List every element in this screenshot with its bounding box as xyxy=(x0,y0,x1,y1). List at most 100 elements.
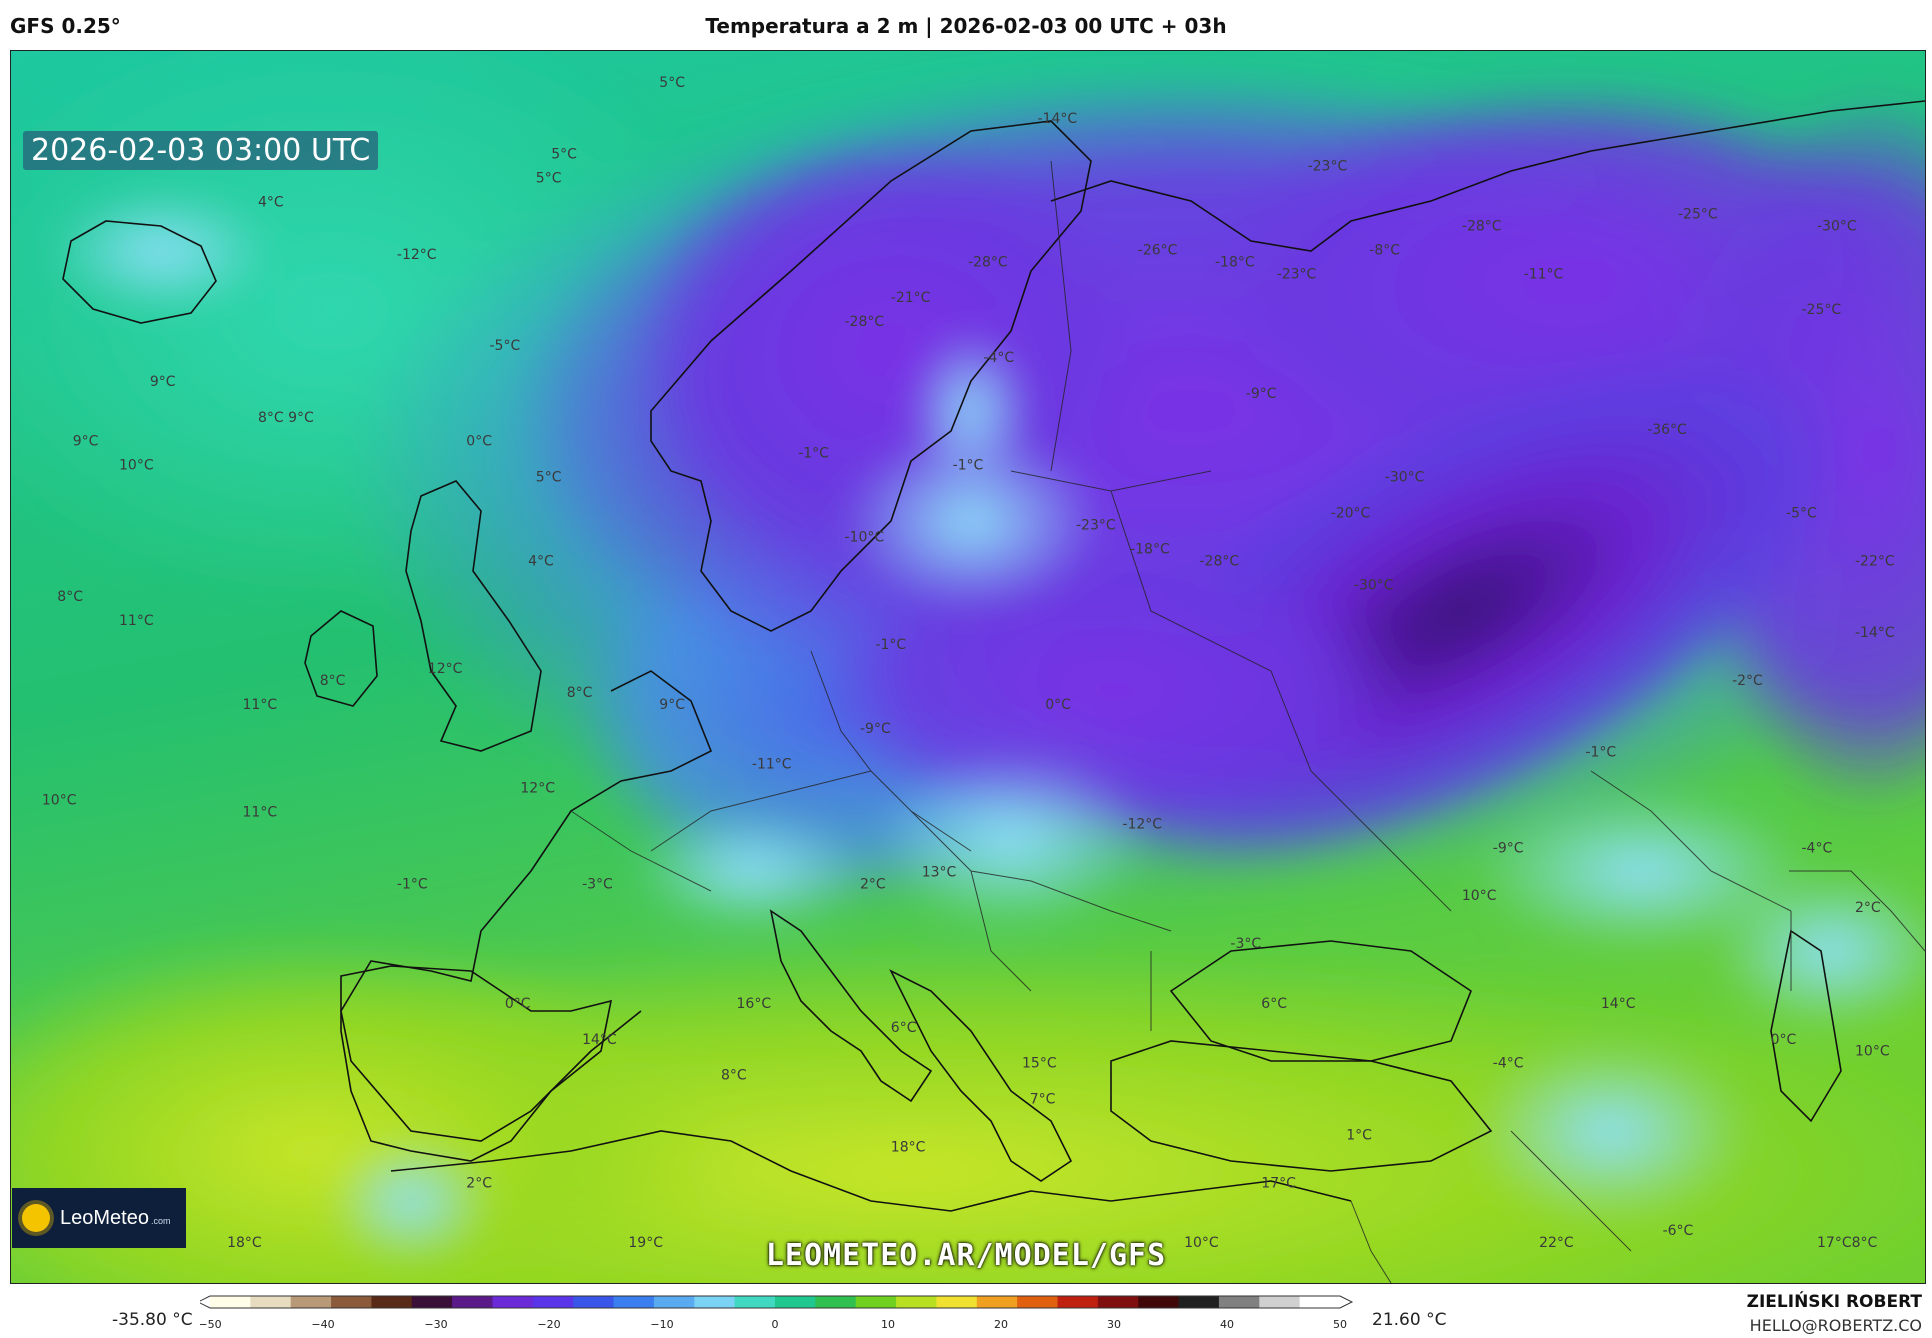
temperature-label: -28°C xyxy=(845,314,885,330)
temperature-label: 10°C xyxy=(119,458,154,474)
legend-swatch xyxy=(694,1296,736,1308)
legend-min-value: -35.80 °C xyxy=(112,1310,193,1330)
temperature-label: 2°C xyxy=(860,876,886,892)
temperature-label: 0°C xyxy=(1045,697,1071,713)
legend-tick-label: −10 xyxy=(650,1318,673,1331)
legend-swatch xyxy=(1017,1296,1059,1308)
legend-swatch xyxy=(855,1296,897,1308)
temperature-label: 8°C xyxy=(721,1068,747,1084)
temperature-label: 0°C xyxy=(466,434,492,450)
legend-swatch xyxy=(331,1296,373,1308)
temperature-label: 12°C xyxy=(428,661,463,677)
legend-outline xyxy=(200,1295,1354,1309)
temperature-label: -21°C xyxy=(891,290,931,306)
legend-swatch xyxy=(1178,1296,1220,1308)
temperature-labels: 5°C 5°C 5°C 4°C -12°C -14°C -23°C -28°C -25°C -30… xyxy=(26,75,1894,1251)
temperature-label: 22°C xyxy=(1539,1235,1574,1251)
temperature-label: -14°C xyxy=(1038,111,1078,127)
temperature-label: -1°C xyxy=(875,637,906,653)
temperature-label: -28°C xyxy=(968,254,1008,270)
temperature-label: -18°C xyxy=(1130,541,1170,557)
legend-swatch xyxy=(613,1296,655,1308)
temperature-label: 17°C xyxy=(1261,1175,1296,1191)
legend-swatch xyxy=(411,1296,453,1308)
leometeo-logo[interactable]: LeoMeteo .com xyxy=(12,1188,186,1248)
temperature-label: -28°C xyxy=(1200,553,1240,569)
temperature-label: -11°C xyxy=(1524,266,1564,282)
legend-tick-label: −40 xyxy=(311,1318,334,1331)
temperature-label: -22°C xyxy=(1855,553,1895,569)
legend-tick-label: 40 xyxy=(1220,1318,1234,1331)
temperature-label: -5°C xyxy=(1786,506,1817,522)
temperature-label: 18°C xyxy=(891,1139,926,1155)
temperature-label: 8°C xyxy=(567,685,593,701)
temperature-label: -23°C xyxy=(1076,517,1116,533)
country-borders xyxy=(570,160,1925,1283)
temperature-label: -9°C xyxy=(1246,386,1277,402)
legend-tick-label: 10 xyxy=(881,1318,895,1331)
temperature-label: -4°C xyxy=(1802,840,1833,856)
legend-swatch xyxy=(1299,1296,1341,1308)
temperature-label: -3°C xyxy=(582,876,613,892)
temperature-label: -36°C xyxy=(1647,422,1687,438)
temperature-label: -11°C xyxy=(752,757,792,773)
legend-max-value: 21.60 °C xyxy=(1372,1310,1447,1330)
logo-text: LeoMeteo .com xyxy=(60,1207,170,1230)
temperature-label: -2°C xyxy=(1732,673,1763,689)
legend-tick-label: 30 xyxy=(1107,1318,1121,1331)
legend-swatch xyxy=(492,1296,534,1308)
temperature-label: -30°C xyxy=(1817,218,1857,234)
temperature-label: 16°C xyxy=(737,996,772,1012)
temperature-label: -10°C xyxy=(845,529,885,545)
temperature-label: 10°C xyxy=(1462,888,1497,904)
temperature-label: 11°C xyxy=(119,613,154,629)
temperature-label: 14°C xyxy=(582,1032,617,1048)
legend-swatch xyxy=(1097,1296,1139,1308)
temperature-label: 12°C xyxy=(520,781,555,797)
author-email: HELLO@ROBERTZ.CO xyxy=(1749,1316,1922,1335)
temperature-label: -14°C xyxy=(1855,625,1895,641)
temperature-label: 6°C xyxy=(891,1020,917,1036)
temperature-label: -23°C xyxy=(1277,266,1317,282)
header: GFS 0.25° Temperatura a 2 m | 2026-02-03… xyxy=(0,0,1932,50)
map-canvas[interactable]: 5°C 5°C 5°C 4°C -12°C -14°C -23°C -28°C -25°C -30… xyxy=(11,51,1925,1283)
temperature-label: -3°C xyxy=(1230,936,1261,952)
temperature-label: -1°C xyxy=(1585,745,1616,761)
temperature-label: -4°C xyxy=(983,350,1014,366)
temperature-label: -26°C xyxy=(1138,242,1178,258)
temperature-label: -25°C xyxy=(1802,302,1842,318)
map-title: Temperatura a 2 m | 2026-02-03 00 UTC + … xyxy=(705,14,1227,38)
legend-swatch xyxy=(290,1296,332,1308)
temperature-label: 8°C xyxy=(320,673,346,689)
color-legend: −50 −40 −30 −20 −10 0 10 20 30 40 50 xyxy=(200,1295,1354,1331)
legend-swatch xyxy=(1057,1296,1099,1308)
temperature-label: -9°C xyxy=(860,721,891,737)
temperature-label: 1°C xyxy=(1346,1128,1372,1144)
temperature-label: -30°C xyxy=(1385,470,1425,486)
temperature-label: 10°C xyxy=(42,793,77,809)
temperature-map[interactable]: 5°C 5°C 5°C 4°C -12°C -14°C -23°C -28°C -25°C -30… xyxy=(10,50,1926,1284)
temperature-label: 17°C8°C xyxy=(1817,1235,1877,1251)
temperature-label: 5°C xyxy=(536,470,562,486)
legend-swatch xyxy=(896,1296,938,1308)
temperature-label: -23°C xyxy=(1308,159,1348,175)
temperature-label: 9°C xyxy=(150,374,176,390)
legend-swatch xyxy=(573,1296,615,1308)
temperature-label: 4°C xyxy=(258,195,284,211)
temperature-label: 11°C xyxy=(243,805,278,821)
temperature-label: 19°C xyxy=(628,1235,663,1251)
temperature-label: 7°C xyxy=(1030,1092,1056,1108)
legend-swatch xyxy=(815,1296,857,1308)
temperature-label: -28°C xyxy=(1462,218,1502,234)
temperature-label: 15°C xyxy=(1022,1056,1057,1072)
author-name: ZIELIŃSKI ROBERT xyxy=(1746,1292,1922,1312)
temperature-label: 5°C xyxy=(551,147,577,163)
temperature-label: 10°C xyxy=(1184,1235,1219,1251)
model-name: GFS 0.25° xyxy=(10,14,121,38)
temperature-label: 18°C xyxy=(227,1235,262,1251)
legend-tick-label: 0 xyxy=(772,1318,779,1331)
temperature-label: 6°C xyxy=(1261,996,1287,1012)
temperature-label: -25°C xyxy=(1678,207,1718,223)
legend-swatch xyxy=(734,1296,776,1308)
legend-tick-label: −50 xyxy=(200,1318,222,1331)
